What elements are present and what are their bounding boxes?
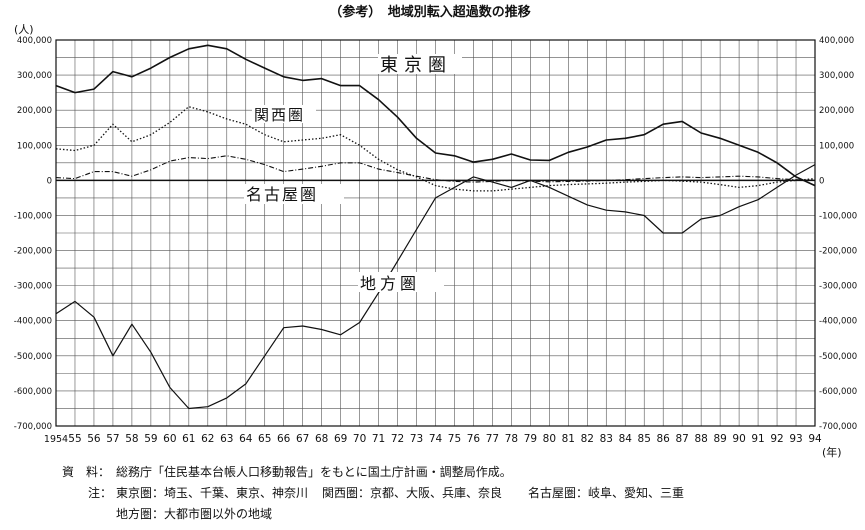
series-label-kansai: 関西圏 bbox=[254, 106, 305, 124]
y-tick-label-right: -600,000 bbox=[819, 387, 857, 397]
x-tick-label: 80 bbox=[543, 433, 556, 445]
x-axis-ticks: 1954 55 56 57 58 59 60 61 62 63 64 65 66 67 68 69 70 71 72… bbox=[44, 433, 822, 445]
y-tick-label-left: -300,000 bbox=[14, 282, 52, 292]
y-axis-unit-label: (人) bbox=[14, 23, 34, 36]
x-tick-label: 66 bbox=[277, 433, 291, 445]
x-tick-label: 64 bbox=[239, 433, 253, 445]
y-tick-label-right: 300,000 bbox=[819, 71, 854, 81]
x-tick-label: 58 bbox=[125, 433, 138, 445]
series-label-nagoya: 名古屋圏 bbox=[246, 185, 318, 204]
x-tick-label: 70 bbox=[353, 433, 366, 445]
label-bg-chiho bbox=[358, 272, 444, 292]
x-tick-label: 72 bbox=[391, 433, 404, 445]
y-tick-label-right: -300,000 bbox=[819, 282, 857, 292]
y-tick-label-left: 100,000 bbox=[17, 141, 52, 151]
series-labels: 東京圏 関西圏 名古屋圏 地方圏 bbox=[244, 54, 462, 293]
y-tick-label-right: 200,000 bbox=[819, 106, 854, 116]
x-tick-label: 62 bbox=[201, 433, 214, 445]
x-tick-label: 61 bbox=[182, 433, 195, 445]
series-label-tokyo: 東京圏 bbox=[380, 55, 452, 76]
chart-title: （参考） 地域別転入超過数の推移 bbox=[329, 4, 531, 20]
label-bg-tokyo bbox=[378, 54, 462, 74]
x-tick-label: 83 bbox=[600, 433, 613, 445]
y-tick-label-left: -200,000 bbox=[14, 247, 52, 257]
y-tick-label-right: -200,000 bbox=[819, 247, 857, 257]
x-tick-label: 87 bbox=[675, 433, 688, 445]
grid-lines bbox=[55, 39, 816, 427]
x-tick-label: 81 bbox=[562, 433, 575, 445]
note-kansai: 関西圏：京都、大阪、兵庫、奈良 bbox=[322, 486, 503, 500]
x-tick-label: 55 bbox=[68, 433, 81, 445]
x-tick-label: 57 bbox=[106, 433, 119, 445]
x-tick-label: 63 bbox=[220, 433, 233, 445]
series-line-tokyo bbox=[55, 44, 816, 187]
y-tick-label-left: -500,000 bbox=[14, 352, 52, 362]
x-tick-label: 60 bbox=[163, 433, 176, 445]
y-tick-label-left: -700,000 bbox=[14, 422, 52, 432]
x-tick-label: 74 bbox=[429, 433, 443, 445]
y-tick-label-left: -600,000 bbox=[14, 387, 52, 397]
x-tick-label: 67 bbox=[296, 433, 309, 445]
x-tick-label: 76 bbox=[467, 433, 481, 445]
x-tick-label: 94 bbox=[808, 433, 822, 445]
y-tick-label-left: -100,000 bbox=[14, 211, 52, 221]
note-nagoya: 名古屋圏：岐阜、愛知、三重 bbox=[528, 486, 685, 500]
series-line-nagoya bbox=[55, 155, 816, 183]
x-tick-label: 91 bbox=[751, 433, 764, 445]
source-text: 総務庁「住民基本台帳人口移動報告」をもとに国土庁計画・調整局作成。 bbox=[116, 465, 512, 479]
x-tick-label: 65 bbox=[258, 433, 271, 445]
plot-frame bbox=[55, 39, 816, 427]
x-tick-label: 93 bbox=[789, 433, 802, 445]
x-tick-label: 79 bbox=[524, 433, 537, 445]
x-tick-label: 73 bbox=[410, 433, 423, 445]
x-tick-label: 89 bbox=[713, 433, 726, 445]
y-tick-label-right: 100,000 bbox=[819, 141, 854, 151]
y-tick-label-right: -100,000 bbox=[819, 211, 857, 221]
x-tick-label: 82 bbox=[581, 433, 594, 445]
series-line-kansai bbox=[55, 106, 816, 192]
series-lines bbox=[55, 44, 816, 410]
x-tick-label: 69 bbox=[334, 433, 347, 445]
x-tick-label: 90 bbox=[732, 433, 745, 445]
y-tick-label-right: -400,000 bbox=[819, 317, 857, 327]
x-tick-label: 84 bbox=[619, 433, 633, 445]
y-tick-label-right: 0 bbox=[819, 176, 824, 186]
x-axis-unit-label: (年) bbox=[822, 445, 842, 459]
y-tick-label-right: -700,000 bbox=[819, 422, 857, 432]
y-tick-label-left: 0 bbox=[47, 176, 52, 186]
source-label: 資 料： bbox=[62, 465, 111, 479]
x-tick-label: 85 bbox=[638, 433, 651, 445]
label-bg-kansai bbox=[252, 105, 316, 123]
x-tick-label: 92 bbox=[770, 433, 783, 445]
note-chiho: 地方圏：大都市圏以外の地域 bbox=[116, 507, 273, 521]
x-tick-label: 59 bbox=[144, 433, 157, 445]
x-tick-label: 88 bbox=[694, 433, 707, 445]
x-tick-label: 71 bbox=[372, 433, 385, 445]
line-chart: （参考） 地域別転入超過数の推移 (人) (年) 400,000 300,000 2… bbox=[14, 4, 857, 459]
y-tick-label-left: 200,000 bbox=[17, 106, 52, 116]
y-tick-label-left: 300,000 bbox=[17, 71, 52, 81]
label-bg-nagoya bbox=[244, 184, 344, 204]
y-axis-left-ticks: 400,000 300,000 200,000 100,000 0 -100,000 -20… bbox=[14, 36, 52, 432]
x-tick-label: 68 bbox=[315, 433, 328, 445]
x-tick-label: 86 bbox=[657, 433, 671, 445]
note-tokyo: 東京圏：埼玉、千葉、東京、神奈川 bbox=[116, 486, 309, 500]
series-label-chiho: 地方圏 bbox=[360, 274, 420, 293]
y-tick-label-right: 400,000 bbox=[819, 36, 854, 46]
axes bbox=[55, 39, 816, 427]
y-tick-label-left: -400,000 bbox=[14, 317, 52, 327]
x-tick-label: 75 bbox=[448, 433, 461, 445]
note-label: 注： bbox=[88, 486, 113, 500]
x-tick-label: 78 bbox=[505, 433, 518, 445]
x-tick-label: 1954 bbox=[44, 434, 68, 445]
y-axis-right-ticks: 400,000 300,000 200,000 100,000 0 -100,000 -20… bbox=[819, 36, 857, 432]
x-tick-label: 77 bbox=[486, 433, 499, 445]
series-line-chiho bbox=[55, 164, 816, 410]
y-tick-label-right: -500,000 bbox=[819, 352, 857, 362]
x-tick-label: 56 bbox=[87, 433, 101, 445]
y-tick-label-left: 400,000 bbox=[17, 36, 52, 46]
